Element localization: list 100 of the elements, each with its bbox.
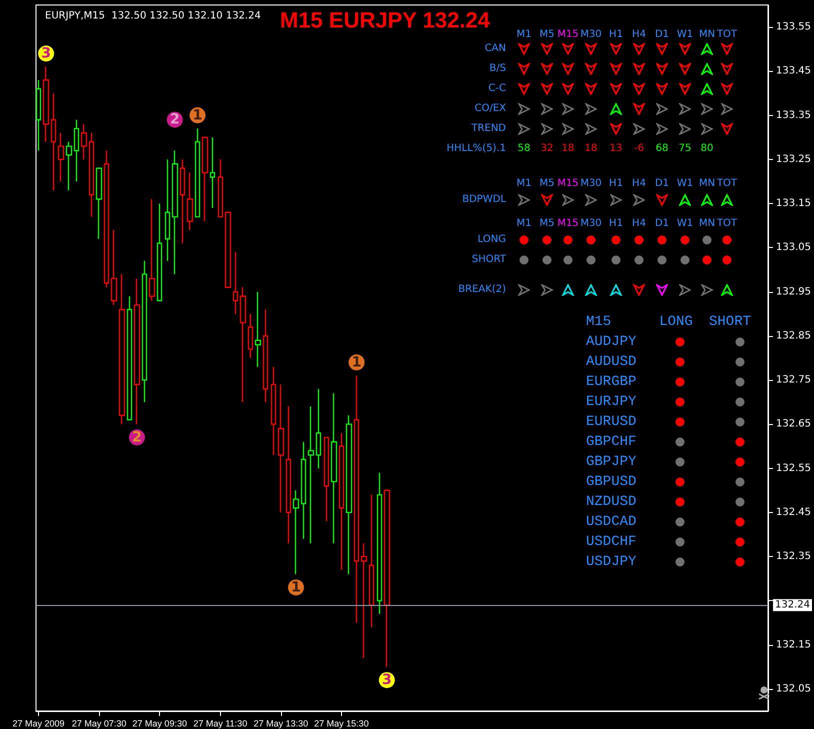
x-tick-label: 27 May 15:30 [314,718,369,728]
x-tick-label: 27 May 11:30 [193,718,248,728]
candlestick [270,366,276,456]
annotation: H1 [609,178,623,189]
annotation: NZDUSD [586,494,636,510]
annotation: 80 [700,143,714,154]
y-tick-label: 133.15 [776,198,812,210]
candlestick [218,158,224,218]
candlestick [346,414,352,575]
annotation: M15 [557,218,579,229]
candlestick [156,202,162,302]
x-tick-label: 27 May 09:30 [132,718,187,728]
y-tick-label: 132.55 [776,462,812,474]
text: EURJPY,M15 132.50 132.50 132.10 132.24 [45,10,261,22]
candlestick [384,490,390,668]
annotation: MN [698,218,716,229]
annotation: M1 [516,218,532,229]
candlestick [202,136,208,222]
annotation: AUDUSD [586,354,636,370]
annotation: LONG [478,234,506,245]
annotation: MN [698,178,716,189]
annotation: M15 [586,314,612,330]
candlestick [58,132,64,182]
candlestick [126,296,132,420]
annotation: USDCAD [586,514,636,530]
candlestick [368,494,374,628]
annotation: M15 [557,178,579,189]
annotation: H1 [609,218,623,229]
annotation: D1 [654,178,670,189]
annotation: 1 [192,107,202,124]
annotation: 2 [132,429,142,446]
annotation: 18 [562,143,574,154]
annotation: EURUSD [586,414,636,430]
annotation: H4 [632,178,646,189]
y-tick-label: 132.15 [776,639,812,650]
annotation: W1 [676,29,694,40]
candlestick [224,212,232,288]
ref-line-label: 132.24 [775,600,810,611]
annotation: 32 [540,143,554,154]
annotation: TREND [471,123,506,134]
candlestick [96,168,102,240]
annotation: EURJPY [586,394,636,410]
annotation: 3 [41,46,51,62]
candlestick [36,79,42,152]
annotation: H1 [609,29,623,40]
annotation: W1 [676,178,694,189]
annotation: SHORT [472,254,506,265]
annotation: USDJPY [586,554,636,570]
annotation: H4 [632,218,646,229]
y-tick-label: 133.55 [776,22,812,33]
annotation: -6 [634,143,644,154]
y-tick-label: 133.45 [776,66,812,77]
candlestick [74,119,80,182]
candlestick [232,252,238,314]
candlestick [148,198,156,302]
annotation: M30 [580,218,602,229]
y-tick-label: 132.35 [776,551,812,562]
y-tick-label: 133.25 [776,154,812,165]
candlestick [194,128,200,218]
annotation: 18 [584,143,598,154]
candlestick [80,124,88,160]
annotation: EURGBP [586,374,636,390]
candlestick [360,542,368,659]
candlestick [110,229,118,306]
candlestick [134,278,140,425]
candlestick [286,406,292,544]
x-tick-label: 27 May 2009 [12,718,65,728]
y-tick-label: 132.85 [776,330,812,342]
annotation: M5 [540,218,554,229]
annotation: 58 [518,143,530,154]
annotation: 3 [382,672,392,688]
candlestick [330,392,338,544]
candlestick [186,172,194,231]
candlestick [292,490,300,575]
annotation: TOT [716,218,738,229]
annotation: B/S [489,63,506,74]
annotation: 2 [170,112,180,128]
candlestick [376,472,382,615]
y-tick-label: 132.05 [776,683,812,694]
annotation: BDPWDL [462,194,506,205]
annotation: M1 [516,178,532,189]
annotation: TOT [716,29,738,40]
candlestick [210,136,216,209]
candlestick [164,158,170,262]
annotation: USDCHF [586,534,636,550]
annotation: HHLL%(5).1 [446,143,506,154]
candlestick [240,286,246,403]
annotation: GBPCHF [586,434,636,450]
candlestick [104,150,110,288]
candlestick [324,436,330,522]
annotation: BREAK(2) [458,284,506,295]
annotation: 75 [678,143,692,154]
annotation: M30 [580,29,602,40]
y-tick-label: 132.65 [776,418,812,430]
annotation: GBPJPY [586,454,636,470]
candlestick [180,158,186,244]
annotation: D1 [654,29,670,40]
annotation: D1 [654,218,670,229]
annotation: TOT [716,178,738,189]
annotation: GBPUSD [586,474,636,490]
